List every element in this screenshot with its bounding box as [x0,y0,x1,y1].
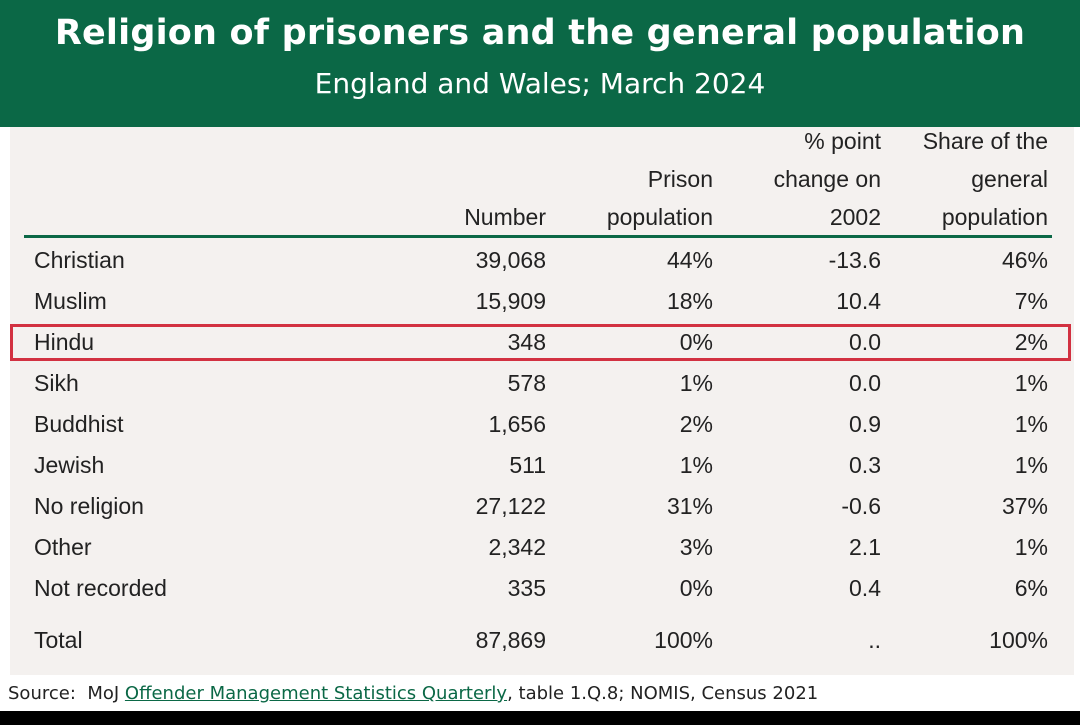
cell-general-share: 46% [1001,247,1048,273]
cell-number: 27,122 [475,493,546,519]
table-row-total: Total 87,869 100%.. 100% [24,620,1052,661]
cell-religion: Buddhist [34,411,124,437]
table-row-not-recorded: Not recorded 335 0% 0.4 6% [24,568,1052,609]
cell-general-share: 37% [1001,493,1048,519]
cell-religion: Jewish [34,452,105,478]
cell-religion: No religion [34,493,144,519]
table-row-no-religion: No religion 27,122 31% -0.6 37% [24,486,1052,527]
cell-number: 87,869 [475,627,546,653]
column-header-prison-population-line-2: population [606,204,713,230]
cell-prison-population: 1% [679,370,713,396]
cell-prison-population: 44% [666,247,713,273]
cell-prison-population: 2% [679,411,713,437]
bottom-bar [0,711,1080,725]
cell-prison-population: 18% [666,288,713,314]
table-row-buddhist: Buddhist 1,656 2% 0.9 1% [24,404,1052,445]
column-header-general-share-line-2: general [971,166,1048,192]
cell-prison-population: 0% [679,575,713,601]
table-panel [0,127,1080,679]
cell-pp-change: -13.6 [828,247,881,273]
cell-general-share: 1% [1014,534,1048,560]
cell-number: 39,068 [475,247,546,273]
source-suffix: , table 1.Q.8; NOMIS, Census 2021 [507,683,819,704]
column-header-prison-population-line-1: Prison [647,166,713,192]
source-prefix: Source: MoJ [8,683,125,704]
table-row-jewish: Jewish 511 1% 0.3 1% [24,445,1052,486]
cell-number: 2,342 [488,534,546,560]
cell-general-share: 1% [1014,452,1048,478]
table-row-sikh: Sikh 578 1% 0.0 1% [24,363,1052,404]
cell-pp-change: .. [868,627,881,653]
chart-subtitle: England and Wales; March 2024 [314,67,766,100]
column-header-general-share-line-1: Share of the [922,128,1048,154]
cell-religion: Total [34,627,83,653]
cell-general-share: 1% [1014,370,1048,396]
cell-religion: Muslim [34,288,107,314]
table-row-muslim: Muslim 15,909 18% 10.4 7% [24,281,1052,322]
cell-general-share: 2% [1014,329,1048,355]
cell-number: 1,656 [488,411,546,437]
cell-prison-population: 0% [679,329,713,355]
cell-religion: Hindu [34,329,95,355]
cell-pp-change: 0.3 [849,452,881,478]
cell-religion: Not recorded [34,575,167,601]
table-row-hindu: Hindu 348 0% 0.0 2% [24,322,1052,363]
cell-prison-population: 100% [654,627,713,653]
cell-pp-change: 0.9 [849,411,881,437]
cell-pp-change: 10.4 [836,288,881,314]
cell-religion: Sikh [34,370,79,396]
source-footer: Source: MoJ Offender Management Statisti… [0,677,1080,711]
cell-general-share: 7% [1014,288,1048,314]
column-header-pp-change-line-1: % point [804,128,881,154]
cell-pp-change: 2.1 [849,534,881,560]
cell-religion: Christian [34,247,125,273]
cell-pp-change: 0.0 [849,370,881,396]
title-banner: Religion of prisoners and the general po… [0,0,1080,127]
chart-title: Religion of prisoners and the general po… [54,13,1026,53]
cell-prison-population: 3% [679,534,713,560]
cell-prison-population: 31% [666,493,713,519]
cell-number: 511 [509,452,546,478]
column-header-number-line-1: Number [464,204,546,230]
cell-general-share: 1% [1014,411,1048,437]
cell-number: 348 [507,329,546,355]
cell-general-share: 6% [1014,575,1048,601]
column-header-pp-change-line-2: change on [773,166,881,192]
cell-pp-change: 0.0 [849,329,881,355]
cell-pp-change: 0.4 [849,575,881,601]
cell-general-share: 100% [989,627,1048,653]
column-header-pp-change-line-3: 2002 [829,204,881,230]
cell-number: 335 [507,575,546,601]
highlight-box-hindu [10,324,1071,361]
table-row-christian: Christian 39,068 44% -13.6 46% [24,240,1052,281]
header-divider [24,235,1052,238]
table-background [10,127,1074,675]
cell-prison-population: 1% [679,452,713,478]
cell-number: 15,909 [475,288,546,314]
column-header-general-share-line-3: population [941,204,1048,230]
cell-number: 578 [507,370,546,396]
table-row-other: Other 2,342 3% 2.1 1% [24,527,1052,568]
source-link[interactable]: Offender Management Statistics Quarterly [124,683,508,704]
cell-religion: Other [34,534,92,560]
cell-pp-change: -0.6 [841,493,881,519]
